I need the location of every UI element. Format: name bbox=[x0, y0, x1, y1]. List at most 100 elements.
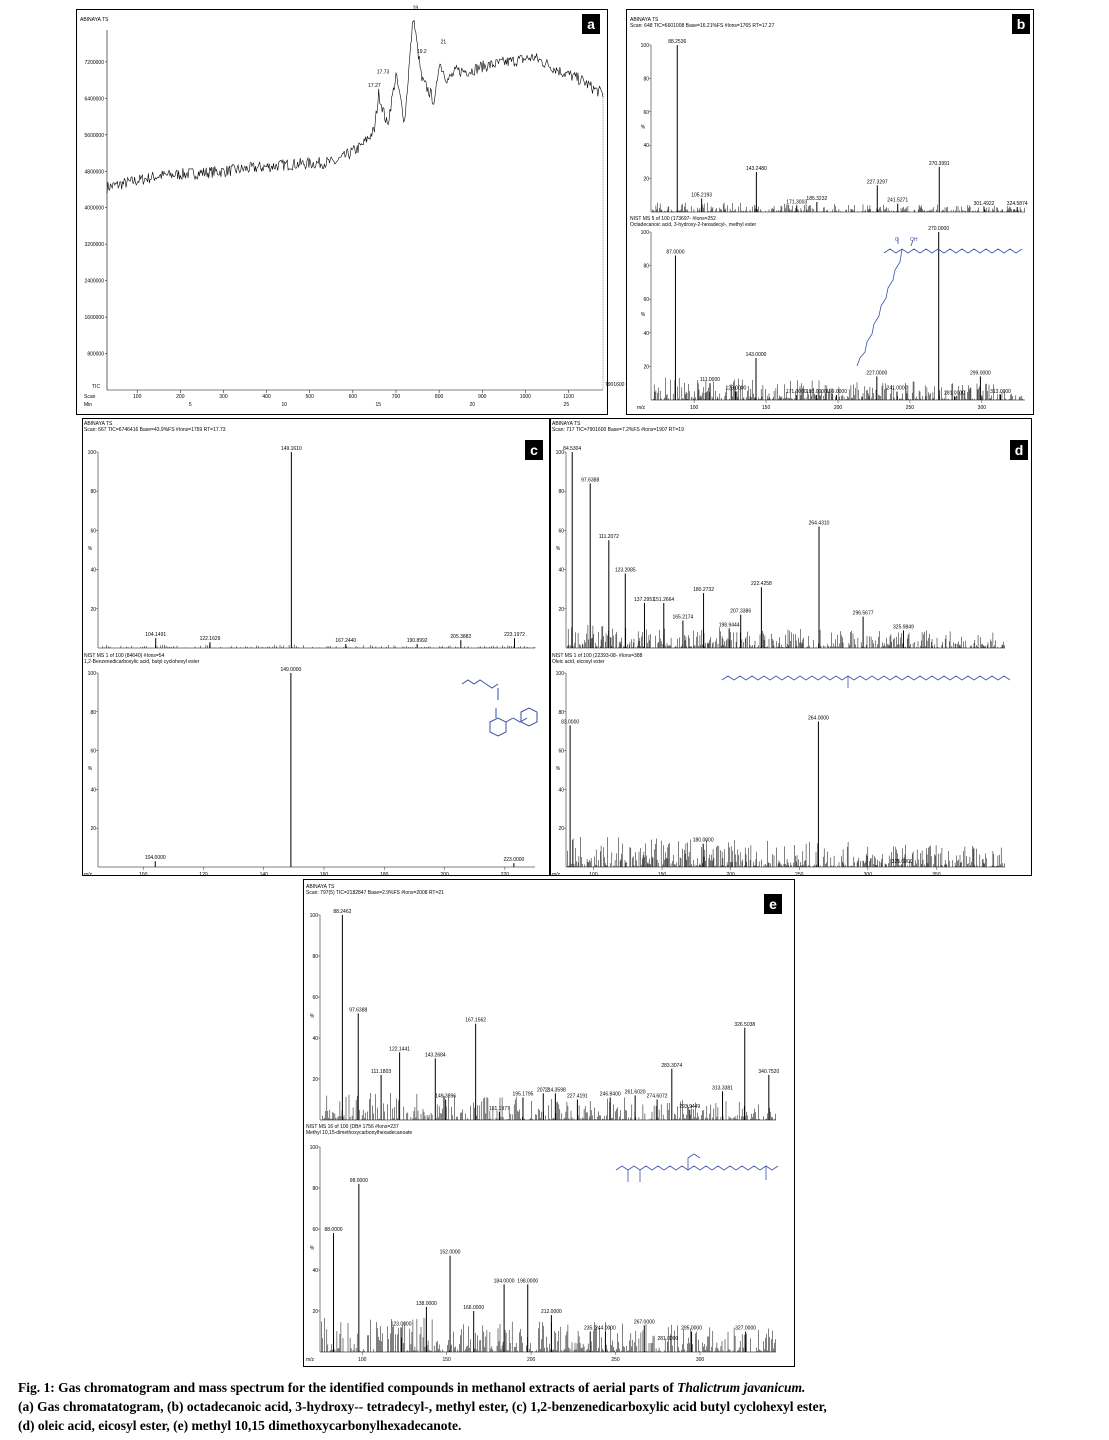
spectrum-header-line: NIST MS 5 of 100 (173697- #Ions=252 bbox=[630, 216, 716, 222]
scan-tick-label: 200 bbox=[176, 394, 185, 400]
scan-tick-label: 1100 bbox=[563, 394, 574, 400]
scan-tick-label: 700 bbox=[392, 394, 401, 400]
peak-label: 137.2951 bbox=[634, 597, 655, 603]
min-tick-label: 25 bbox=[564, 402, 570, 408]
scan-tick-label: 900 bbox=[478, 394, 487, 400]
scan-tick-label: 400 bbox=[262, 394, 271, 400]
spectrum-header-line: Scan: 717 TIC=7901600 Base=7.2%FS #Ions=… bbox=[552, 427, 684, 433]
y-tick-label: 3200000 bbox=[85, 242, 105, 248]
peak-label: 180.2732 bbox=[693, 587, 714, 593]
peak-label: 281.0000 bbox=[657, 1336, 678, 1342]
x-tick-label: 350 bbox=[932, 872, 941, 878]
spectrum-noise bbox=[567, 836, 1005, 867]
spectrum-noise bbox=[652, 377, 1024, 400]
x-tick-label: 300 bbox=[978, 405, 987, 411]
y-tick-label: 20 bbox=[558, 607, 564, 613]
y-tick-label: 40 bbox=[90, 787, 96, 793]
y-tick-label: 100 bbox=[310, 913, 319, 919]
y-tick-label: 7200000 bbox=[85, 60, 105, 66]
peak-label: 324.5874 bbox=[1007, 201, 1028, 207]
y-tick-label: 100 bbox=[641, 230, 650, 236]
peak-label: 296.5677 bbox=[853, 611, 874, 617]
peak-label: 151.2664 bbox=[653, 597, 674, 603]
y-tick-label: 40 bbox=[643, 331, 649, 337]
x-tick-label: 200 bbox=[527, 1357, 536, 1363]
panel-e bbox=[303, 879, 795, 1367]
min-tick-label: 15 bbox=[376, 402, 382, 408]
x-axis-mz: m/z bbox=[637, 405, 646, 411]
peak-label: 171.0000 bbox=[786, 389, 807, 395]
y-tick-label: 80 bbox=[312, 954, 318, 960]
peak-label: 143.2480 bbox=[746, 166, 767, 172]
scan-tick-label: 300 bbox=[219, 394, 228, 400]
panel-c bbox=[82, 418, 550, 876]
peak-label: 227.0000 bbox=[866, 370, 887, 376]
peak-label: 21 bbox=[441, 40, 447, 46]
y-tick-label: 20 bbox=[558, 826, 564, 832]
peak-label: 222.4258 bbox=[751, 581, 772, 587]
peak-label: 122.1629 bbox=[200, 636, 221, 642]
y-tick-label: 100 bbox=[88, 450, 97, 456]
x-tick-label: 100 bbox=[139, 872, 148, 878]
x-axis-mz: m/z bbox=[552, 872, 561, 878]
peak-label: 274.6072 bbox=[647, 1094, 668, 1100]
peak-label: 123.2085 bbox=[615, 568, 636, 574]
peak-label: 171.3003 bbox=[786, 199, 807, 205]
x-tick-label: 300 bbox=[864, 872, 873, 878]
y-tick-label: 60 bbox=[90, 528, 96, 534]
spectrum-header-line: NIST MS 1 of 100 (84640) #Ions=54 bbox=[84, 653, 165, 659]
y-tick-label: 100 bbox=[556, 671, 565, 677]
peak-label: 88.2536 bbox=[668, 39, 686, 45]
x-tick-label: 150 bbox=[762, 405, 771, 411]
peak-label: 166.0000 bbox=[463, 1305, 484, 1311]
spectrum-noise bbox=[321, 1317, 776, 1352]
peak-label: 149.1610 bbox=[281, 446, 302, 452]
y-tick-label: 40 bbox=[643, 143, 649, 149]
peak-label: 129.0000 bbox=[725, 386, 746, 392]
y-tick-label: 80 bbox=[558, 710, 564, 716]
x-tick-label: 200 bbox=[726, 872, 735, 878]
spectrum-header-line: Methyl 10,15-dimethoxycarbonylhexadecano… bbox=[306, 1130, 412, 1136]
y-tick-label: 40 bbox=[558, 568, 564, 574]
y-axis-percent: % bbox=[641, 125, 646, 131]
caption-line-1-text: Fig. 1: Gas chromatogram and mass spectr… bbox=[18, 1380, 678, 1395]
x-tick-label: 100 bbox=[589, 872, 598, 878]
peak-label: 270.0000 bbox=[928, 226, 949, 232]
peak-label: 212.0000 bbox=[541, 1309, 562, 1315]
spectrum-header-line: ABINAYA TS bbox=[630, 17, 659, 23]
x-tick-label: 200 bbox=[440, 872, 449, 878]
peak-label: 244.0000 bbox=[595, 1326, 616, 1332]
peak-label: 241.0000 bbox=[887, 386, 908, 392]
x-tick-label: 250 bbox=[906, 405, 915, 411]
spectrum-noise bbox=[322, 1093, 776, 1120]
x-tick-label: 180 bbox=[380, 872, 389, 878]
y-tick-label: 100 bbox=[88, 671, 97, 677]
peak-label: 207.2 bbox=[537, 1087, 550, 1093]
y-tick-label: 20 bbox=[90, 826, 96, 832]
y-axis-percent: % bbox=[310, 1014, 315, 1020]
peak-label: 97.6388 bbox=[581, 477, 599, 483]
caption-line-3: (d) oleic acid, eicosyl ester, (e) methy… bbox=[18, 1418, 462, 1433]
peak-label: 17.27 bbox=[368, 83, 381, 89]
y-tick-label: 60 bbox=[312, 1227, 318, 1233]
y-tick-label: 20 bbox=[643, 177, 649, 183]
spectrum-header-line: Scan: 797(5) TIC=2182847 Base=2.9%FS #Io… bbox=[306, 890, 444, 896]
peak-label: 327.0000 bbox=[735, 1326, 756, 1332]
spectrum-header-line: 1,2-Benzenedicarboxylic acid, butyl cycl… bbox=[84, 659, 200, 665]
spectrum-header-line: Scan: 667 TIC=6746416 Base=43.9%FS #Ions… bbox=[84, 427, 226, 433]
peak-label: 97.6388 bbox=[349, 1007, 367, 1013]
peak-label: 301.4922 bbox=[974, 201, 995, 207]
peak-label: 111.2072 bbox=[599, 534, 619, 540]
y-tick-label: 60 bbox=[90, 749, 96, 755]
peak-label: 235.0 bbox=[584, 1326, 597, 1332]
peak-label: 264.4310 bbox=[809, 520, 830, 526]
end-value-label: 7901600 bbox=[605, 382, 625, 388]
peak-label: 270.3991 bbox=[929, 161, 950, 167]
peak-label: 214.3598 bbox=[545, 1087, 566, 1093]
peak-label: 167.1562 bbox=[465, 1018, 486, 1024]
peak-label: 246.8400 bbox=[600, 1091, 621, 1097]
x-tick-label: 150 bbox=[658, 872, 667, 878]
y-tick-label: 80 bbox=[643, 76, 649, 82]
peak-label: 149.0000 bbox=[280, 667, 301, 673]
peak-label: 264.0000 bbox=[808, 716, 829, 722]
